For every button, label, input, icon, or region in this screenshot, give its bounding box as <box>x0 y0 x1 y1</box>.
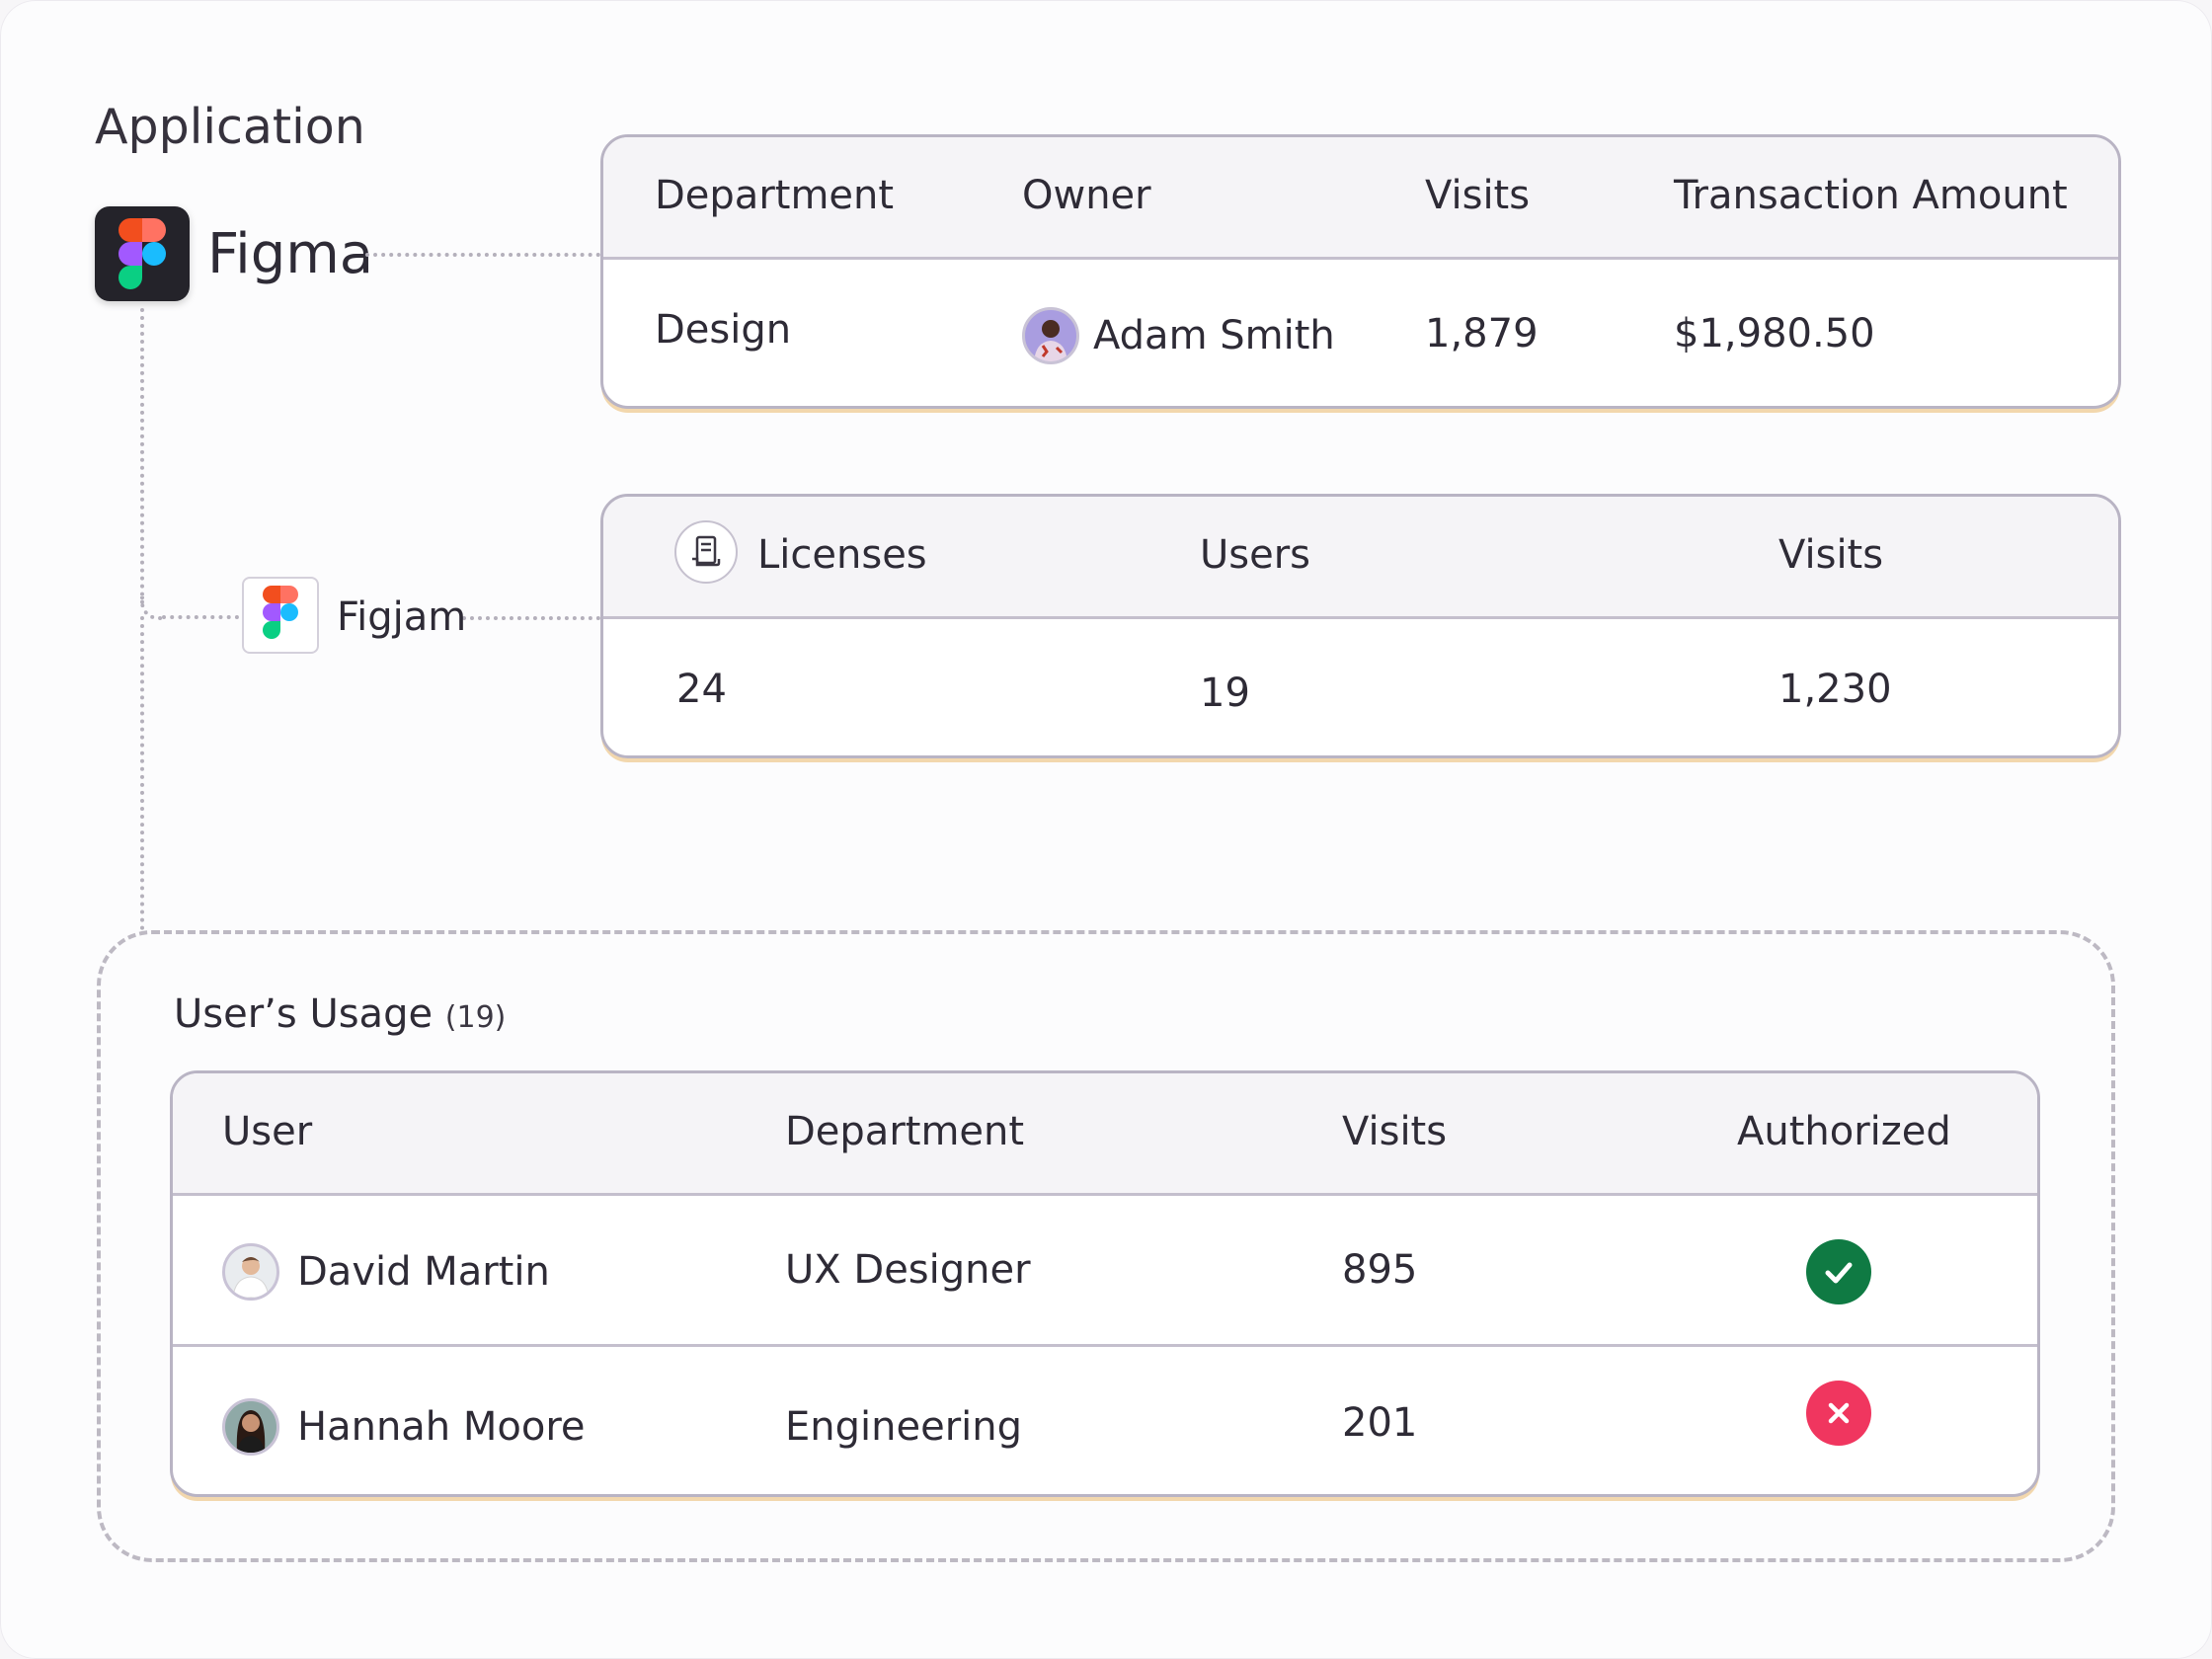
licenses-cell: 24 <box>676 667 727 712</box>
authorized-status <box>1806 1239 1871 1304</box>
figma-app-icon[interactable] <box>95 206 190 301</box>
person-icon <box>236 1410 266 1453</box>
document-icon <box>692 535 721 567</box>
person-icon <box>232 1257 270 1298</box>
figma-app-name[interactable]: Figma <box>207 222 374 286</box>
x-icon <box>1828 1402 1850 1424</box>
column-header-transaction-amount: Transaction Amount <box>1674 173 2068 218</box>
connector-figma-table <box>365 253 600 257</box>
visits-cell: 1,230 <box>1778 667 1892 712</box>
users-cell: 19 <box>1200 671 1250 716</box>
column-header-department: Department <box>785 1109 1025 1154</box>
table-header: Licenses Users Visits <box>603 497 2118 619</box>
figjam-app-name[interactable]: Figjam <box>337 594 467 640</box>
connector-figjam <box>162 615 239 619</box>
table-row[interactable]: Hannah Moore Engineering 201 <box>173 1344 2037 1494</box>
visits-cell: 1,879 <box>1425 311 1539 356</box>
column-header-visits: Visits <box>1778 532 1884 578</box>
document-icon <box>674 520 738 584</box>
usage-title-text: User’s Usage <box>174 991 434 1037</box>
column-header-department: Department <box>655 173 895 218</box>
owner-name: Adam Smith <box>1093 313 1335 358</box>
column-header-user: User <box>222 1109 313 1154</box>
unauthorized-status <box>1806 1381 1871 1446</box>
figma-logo-icon <box>118 218 166 289</box>
users-usage-table: User Department Visits Authorized David … <box>170 1070 2040 1497</box>
connector-vertical-lower <box>140 616 144 930</box>
column-header-visits: Visits <box>1342 1109 1448 1154</box>
person-icon <box>1034 320 1067 361</box>
section-title: Application <box>95 99 365 155</box>
figjam-details-table: Licenses Users Visits 24 19 1,230 <box>600 494 2121 758</box>
department-cell: UX Designer <box>785 1247 1031 1293</box>
user-name: Hannah Moore <box>297 1404 586 1450</box>
transaction-amount-cell: $1,980.50 <box>1674 311 1875 356</box>
connector-vertical-upper <box>140 308 144 604</box>
visits-cell: 895 <box>1342 1247 1418 1293</box>
connector-figjam-table <box>462 616 600 620</box>
check-icon <box>1825 1262 1853 1284</box>
figma-logo-icon <box>263 586 298 639</box>
column-header-owner: Owner <box>1022 173 1151 218</box>
figma-details-table: Department Owner Visits Transaction Amou… <box>600 134 2121 409</box>
table-header: User Department Visits Authorized <box>173 1073 2037 1196</box>
usage-title: User’s Usage (19) <box>174 991 506 1037</box>
column-header-visits: Visits <box>1425 173 1531 218</box>
usage-count: (19) <box>444 1000 507 1035</box>
figjam-app-icon[interactable] <box>242 577 319 654</box>
department-cell: Design <box>655 307 792 353</box>
avatar <box>222 1243 279 1301</box>
connector-curve <box>140 596 164 620</box>
table-row[interactable]: 24 19 1,230 <box>603 619 2118 755</box>
visits-cell: 201 <box>1342 1400 1418 1446</box>
column-header-authorized: Authorized <box>1737 1109 1951 1154</box>
column-header-users: Users <box>1200 532 1311 578</box>
column-header-licenses: Licenses <box>757 532 927 578</box>
table-row[interactable]: David Martin UX Designer 895 <box>173 1196 2037 1344</box>
department-cell: Engineering <box>785 1404 1022 1450</box>
table-row[interactable]: Design Adam Smith 1,879 $1,980.50 <box>603 260 2118 406</box>
avatar <box>1022 307 1079 364</box>
avatar <box>222 1398 279 1456</box>
users-usage-section <box>97 930 2115 1562</box>
table-header: Department Owner Visits Transaction Amou… <box>603 137 2118 260</box>
user-name: David Martin <box>297 1249 550 1295</box>
